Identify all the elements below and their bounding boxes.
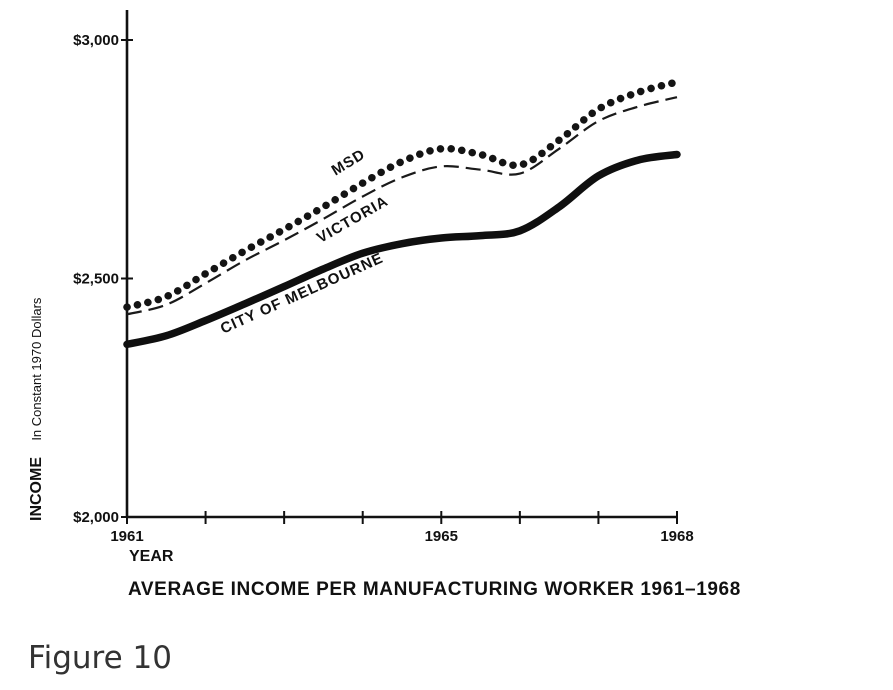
- series-line-city-of-melbourne: [123, 150, 681, 349]
- figure-label: Figure 10: [28, 640, 172, 676]
- y-tick-label: $2,000: [73, 509, 119, 526]
- x-tick-label: 1961: [110, 528, 143, 545]
- ticks: [121, 39, 678, 524]
- series-label-city-of-melbourne: CITY OF MELBOURNE: [218, 250, 386, 338]
- series-line-msd: [123, 78, 681, 311]
- x-tick-label: 1965: [425, 528, 458, 545]
- y-axis-subtitle: In Constant 1970 Dollars: [29, 297, 44, 441]
- series-line-victoria: [126, 96, 678, 316]
- series-lines: [123, 78, 681, 349]
- axis-text: $2,000 $2,500 $3,000 1961 1965 1968 YEAR INCOME…: [28, 32, 694, 565]
- chart-caption: AVERAGE INCOME PER MANUFACTURING WORKER …: [128, 579, 741, 600]
- y-axis-title: INCOME: [28, 457, 45, 521]
- axes: [125, 10, 677, 519]
- y-tick-label: $2,500: [73, 271, 119, 288]
- x-tick-label: 1968: [660, 528, 693, 545]
- y-tick-label: $3,000: [73, 32, 119, 49]
- x-axis-title: YEAR: [129, 548, 174, 565]
- series-label-msd: MSD: [329, 146, 369, 179]
